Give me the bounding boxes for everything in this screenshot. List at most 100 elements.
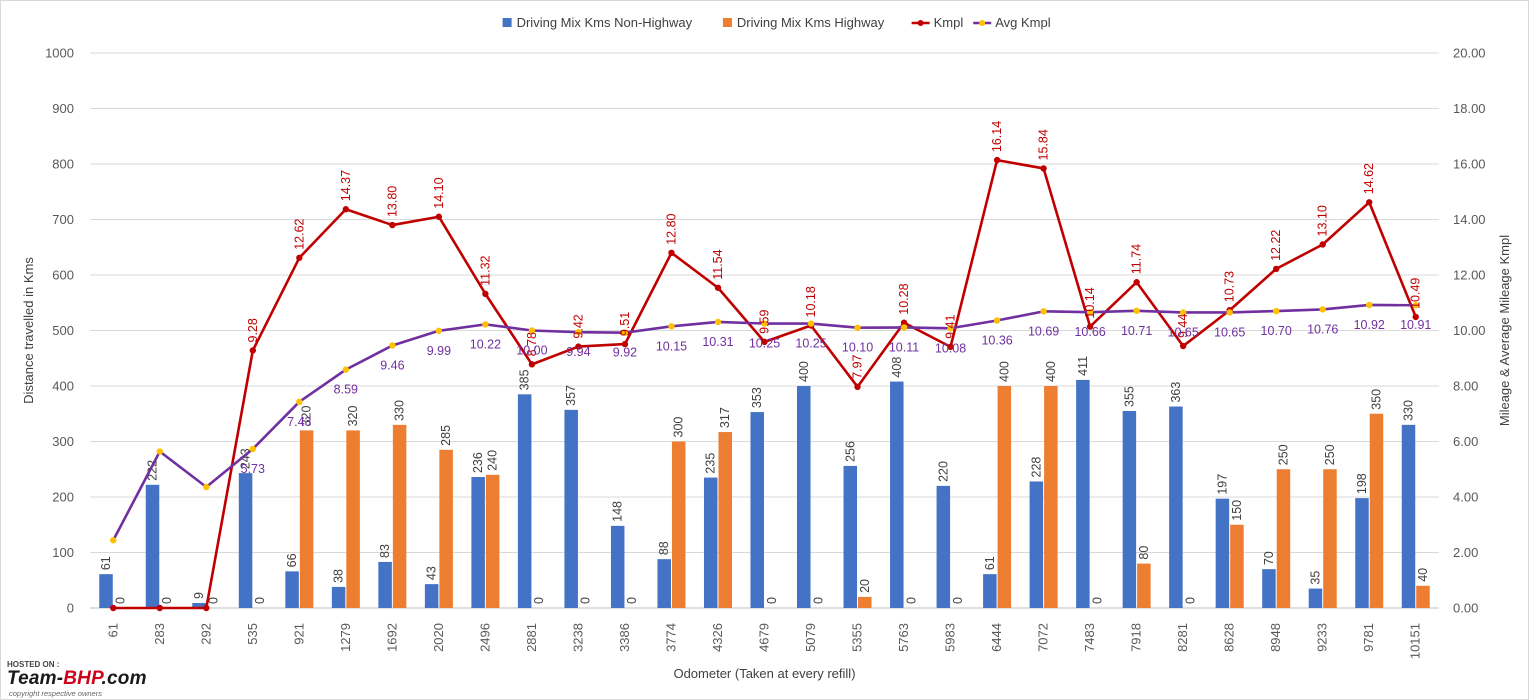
- legend-swatch: [502, 18, 512, 27]
- bar-data-label: 80: [1137, 546, 1151, 560]
- bar-data-label: 0: [114, 597, 128, 604]
- bar-data-label: 385: [518, 369, 532, 390]
- bar: [192, 603, 206, 608]
- bar: [392, 424, 407, 608]
- x-tick-label: 3774: [663, 623, 678, 652]
- line-point: [1179, 309, 1187, 316]
- avg-kmpl-data-label: 10.92: [1354, 318, 1385, 332]
- y-tick-label: 100: [52, 545, 74, 560]
- bar: [1076, 379, 1090, 608]
- x-tick-label: 535: [245, 623, 260, 645]
- line-point: [249, 347, 257, 354]
- bar-data-label: 198: [1355, 473, 1369, 494]
- bar: [983, 574, 997, 608]
- bar-data-label: 320: [346, 405, 360, 426]
- bar-data-label: 88: [657, 541, 671, 555]
- x-tick-label: 292: [198, 623, 213, 645]
- y-axis-title: Distance travelled in Kms: [21, 257, 36, 404]
- x-tick-label: 5355: [850, 623, 865, 652]
- bar: [657, 559, 671, 608]
- bar-data-label: 0: [160, 597, 174, 604]
- y2-tick-label: 8.00: [1453, 379, 1478, 394]
- kmpl-data-label: 9.42: [571, 314, 585, 338]
- kmpl-data-label: 16.14: [990, 121, 1004, 152]
- line-point: [761, 338, 768, 346]
- y2-tick-label: 4.00: [1453, 490, 1478, 505]
- bar: [285, 571, 299, 608]
- bar-data-label: 0: [765, 597, 779, 604]
- bar-data-label: 330: [1401, 400, 1415, 421]
- bar: [346, 430, 360, 608]
- kmpl-data-label: 9.28: [246, 318, 260, 342]
- x-tick-label: 5983: [943, 623, 958, 652]
- bar-data-label: 197: [1215, 474, 1229, 495]
- legend-marker: [979, 20, 986, 26]
- bar: [890, 381, 904, 608]
- bar: [1215, 498, 1230, 608]
- line-point: [621, 329, 629, 336]
- line-point: [1226, 309, 1233, 316]
- kmpl-data-label: 10.14: [1083, 287, 1097, 318]
- bar: [471, 477, 485, 608]
- bar-data-label: 0: [532, 597, 546, 604]
- x-tick-label: 7072: [1036, 623, 1051, 652]
- y2-tick-label: 6.00: [1453, 434, 1478, 449]
- x-tick-label: 8281: [1175, 623, 1190, 652]
- bar-data-label: 256: [843, 441, 857, 462]
- x-tick-label: 5079: [803, 623, 818, 652]
- kmpl-data-label: 12.80: [664, 213, 678, 244]
- bar-data-label: 0: [951, 597, 965, 604]
- x-tick-label: 2020: [431, 623, 446, 652]
- kmpl-data-label: 11.32: [478, 255, 492, 285]
- legend-label: Driving Mix Kms Non-Highway: [517, 15, 693, 30]
- bar-data-label: 408: [890, 357, 904, 378]
- x-tick-label: 1692: [384, 623, 399, 652]
- y2-tick-label: 12.00: [1453, 268, 1486, 283]
- x-tick-label: 61: [105, 623, 120, 637]
- bar-data-label: 400: [797, 361, 811, 382]
- line-point: [296, 254, 303, 261]
- y2-tick-label: 14.00: [1453, 212, 1486, 227]
- line-point: [1412, 302, 1419, 309]
- bar-data-label: 300: [672, 417, 686, 438]
- y2-tick-label: 10.00: [1453, 323, 1486, 338]
- bar-data-label: 0: [904, 597, 918, 604]
- bar-data-label: 235: [704, 453, 718, 474]
- line-point: [993, 156, 1001, 164]
- bar-data-label: 61: [99, 556, 113, 570]
- bar-data-label: 0: [579, 597, 593, 604]
- bar-data-label: 400: [997, 361, 1011, 382]
- avg-kmpl-data-label: 9.94: [566, 345, 590, 359]
- bar: [485, 474, 500, 608]
- bar: [997, 386, 1012, 608]
- bar-data-label: 0: [625, 597, 639, 604]
- y-tick-label: 700: [52, 212, 74, 227]
- bar: [1169, 406, 1183, 608]
- bar-data-label: 150: [1230, 500, 1244, 521]
- bar-data-label: 317: [718, 407, 732, 428]
- x-tick-label: 9781: [1361, 623, 1376, 652]
- bar: [145, 484, 160, 608]
- kmpl-data-label: 13.80: [385, 186, 399, 217]
- bar: [703, 477, 718, 608]
- legend-marker: [917, 20, 924, 26]
- line-point: [900, 319, 908, 326]
- y-tick-label: 800: [52, 157, 74, 172]
- line-point: [203, 483, 210, 491]
- bar-data-label: 61: [983, 556, 997, 570]
- line-markers: [110, 301, 1419, 544]
- line-point: [1366, 301, 1373, 309]
- x-tick-label: 5763: [896, 623, 911, 652]
- avg-kmpl-data-label: 10.91: [1400, 318, 1431, 332]
- kmpl-data-label: 11.74: [1130, 244, 1144, 274]
- avg-kmpl-data-label: 10.11: [889, 340, 919, 354]
- bar-data-label: 0: [1183, 597, 1197, 604]
- y2-tick-label: 18.00: [1453, 101, 1486, 116]
- bar: [797, 386, 811, 608]
- avg-kmpl-data-label: 10.25: [795, 337, 826, 351]
- y-tick-label: 1000: [45, 46, 74, 61]
- bar-data-label: 350: [1369, 389, 1383, 410]
- avg-kmpl-data-label: 10.71: [1121, 324, 1152, 338]
- y2-axis-title: Mileage & Average Mileage Kmpl: [1497, 235, 1512, 426]
- x-tick-label: 8948: [1268, 623, 1283, 652]
